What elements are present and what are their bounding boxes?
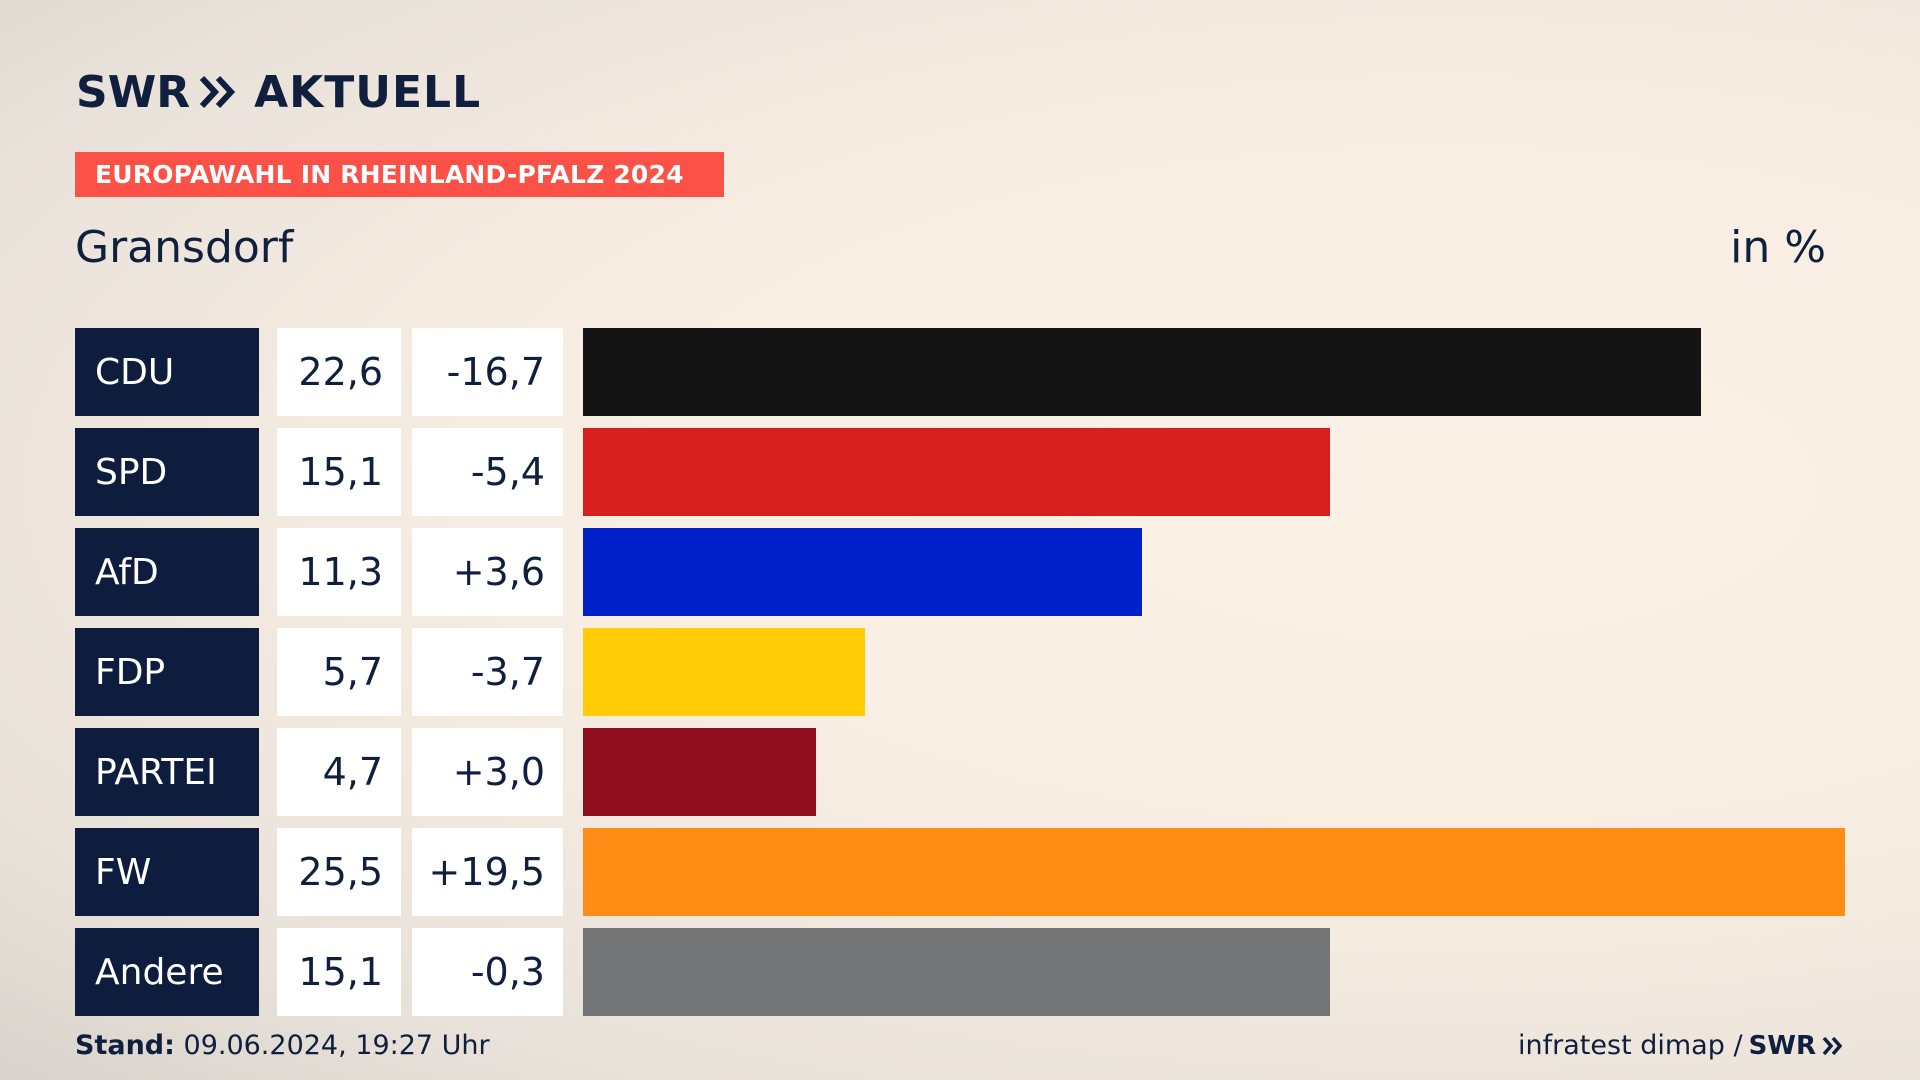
timestamp: Stand: 09.06.2024, 19:27 Uhr: [75, 1030, 490, 1061]
vote-share-label: 5,7: [277, 628, 401, 716]
unit-label: in %: [1730, 222, 1826, 273]
party-label: SPD: [75, 428, 259, 516]
swr-aktuell-logo: SWR AKTUELL: [76, 66, 481, 118]
change-label: +3,6: [412, 528, 563, 616]
double-chevron-icon: [199, 75, 236, 109]
change-label: -5,4: [412, 428, 563, 516]
chart-row: SPD 15,1 -5,4: [75, 428, 1845, 516]
source-logo-text: SWR: [1748, 1030, 1816, 1061]
party-label: Andere: [75, 928, 259, 1016]
double-chevron-icon: [1822, 1036, 1843, 1055]
vote-share-bar: [583, 628, 865, 716]
vote-share-bar: [583, 728, 816, 816]
party-label: FW: [75, 828, 259, 916]
vote-share-label: 15,1: [277, 928, 401, 1016]
stand-label: Stand:: [75, 1030, 175, 1061]
vote-share-label: 22,6: [277, 328, 401, 416]
chart-row: AfD 11,3 +3,6: [75, 528, 1845, 616]
party-label: PARTEI: [75, 728, 259, 816]
logo-aktuell-text: AKTUELL: [254, 66, 482, 118]
logo-swr-text: SWR: [76, 66, 191, 118]
vote-share-bar: [583, 328, 1701, 416]
change-label: +3,0: [412, 728, 563, 816]
chart-row: Andere 15,1 -0,3: [75, 928, 1845, 1016]
vote-share-bar: [583, 528, 1142, 616]
vote-share-bar: [583, 928, 1330, 1016]
vote-share-label: 11,3: [277, 528, 401, 616]
source-text: infratest dimap /: [1518, 1030, 1743, 1061]
election-banner: EUROPAWAHL IN RHEINLAND-PFALZ 2024: [75, 152, 724, 197]
stand-value: 09.06.2024, 19:27 Uhr: [183, 1030, 490, 1061]
vote-share-label: 4,7: [277, 728, 401, 816]
chart-row: FW 25,5 +19,5: [75, 828, 1845, 916]
chart-row: CDU 22,6 -16,7: [75, 328, 1845, 416]
vote-share-label: 25,5: [277, 828, 401, 916]
vote-share-bar: [583, 428, 1330, 516]
chart-row: PARTEI 4,7 +3,0: [75, 728, 1845, 816]
change-label: -3,7: [412, 628, 563, 716]
change-label: +19,5: [412, 828, 563, 916]
party-label: CDU: [75, 328, 259, 416]
place-title: Gransdorf: [75, 222, 294, 273]
source-credit: infratest dimap / SWR: [1518, 1030, 1844, 1061]
party-label: AfD: [75, 528, 259, 616]
party-label: FDP: [75, 628, 259, 716]
change-label: -16,7: [412, 328, 563, 416]
change-label: -0,3: [412, 928, 563, 1016]
vote-share-bar: [583, 828, 1845, 916]
chart-row: FDP 5,7 -3,7: [75, 628, 1845, 716]
vote-share-label: 15,1: [277, 428, 401, 516]
